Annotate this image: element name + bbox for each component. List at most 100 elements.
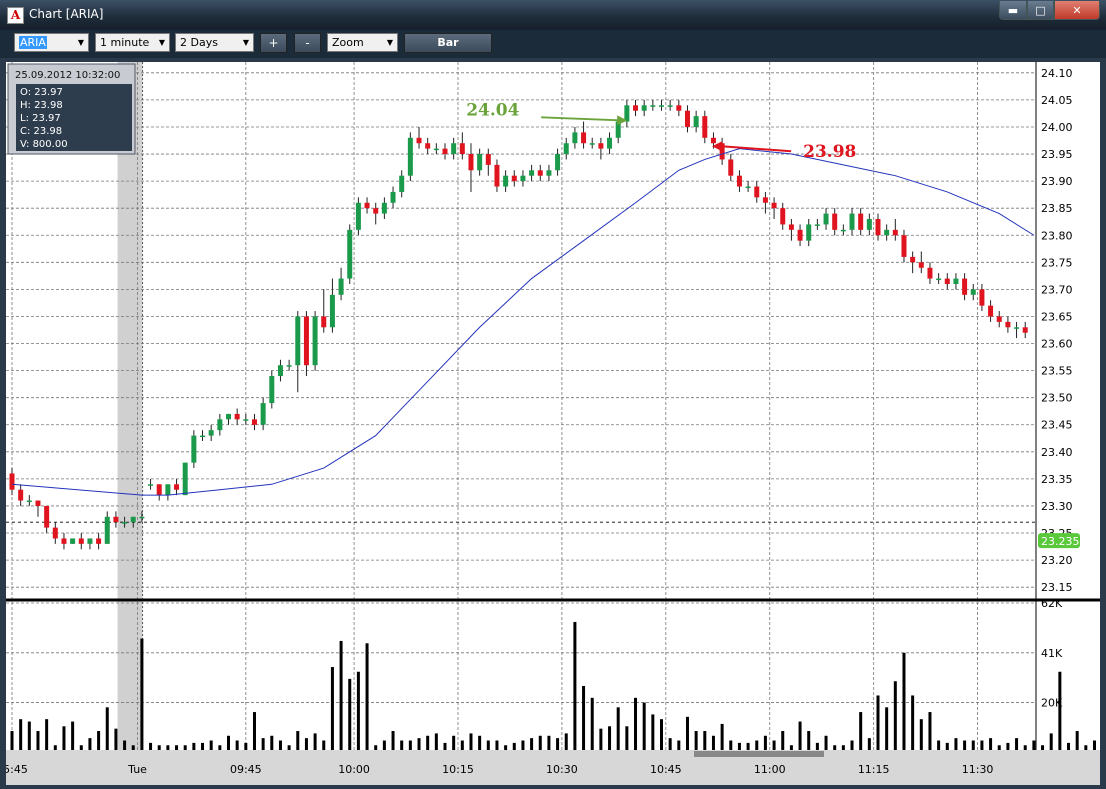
scroll-thumb: [694, 751, 824, 757]
volume-tick-label: 41K: [1041, 647, 1063, 660]
candle-down: [996, 316, 1002, 322]
range-select[interactable]: 2 Days ▼: [175, 33, 254, 52]
volume-bar: [634, 697, 638, 750]
volume-bar: [625, 726, 629, 750]
volume-bar: [504, 745, 508, 750]
candle-down: [771, 202, 777, 209]
chevron-down-icon: ▼: [242, 38, 249, 47]
interval-select[interactable]: 1 minute ▼: [95, 33, 170, 52]
volume-bar: [859, 712, 863, 750]
candle-up: [407, 137, 413, 176]
candle-down: [979, 289, 985, 306]
volume-bar: [867, 738, 871, 750]
candle-down: [754, 186, 760, 198]
candle-down: [858, 213, 864, 230]
volume-bar: [356, 671, 360, 750]
volume-bar: [547, 735, 551, 750]
volume-bar: [651, 714, 655, 750]
chart-area[interactable]: 24.10 24.05 24.00 23.95 23.90 23.85 23.80 23.75…: [6, 62, 1100, 785]
low-annotation-label: 23.98: [803, 142, 856, 162]
volume-bar: [815, 742, 819, 750]
candle-down: [927, 267, 933, 279]
time-tick-label: 10:15: [442, 763, 474, 776]
candle-up: [477, 154, 483, 171]
chart-toolbar: ARIA ▼ 1 minute ▼ 2 Days ▼ + - Zoom ▼ Ba…: [0, 30, 1106, 58]
price-chart[interactable]: 24.10 24.05 24.00 23.95 23.90 23.85 23.80 23.75…: [6, 62, 1100, 785]
symbol-value: ARIA: [19, 36, 47, 49]
time-tick-label: 09:45: [230, 763, 262, 776]
volume-bar: [807, 731, 811, 750]
volume-bar: [608, 726, 612, 750]
candle-down: [468, 154, 474, 171]
candle-down: [174, 484, 180, 490]
volume-bar: [382, 740, 386, 750]
candle-down: [511, 175, 517, 182]
candle-up: [650, 105, 656, 107]
arrowhead-icon: [617, 115, 628, 126]
candle-up: [243, 419, 249, 421]
time-tick-label: 10:00: [338, 763, 370, 776]
candle-up: [615, 121, 621, 138]
candle-up: [563, 143, 569, 155]
volume-bar: [729, 740, 733, 750]
title-bar[interactable]: A Chart [ARIA] ▬ □ ✕: [0, 0, 1106, 30]
candle-down: [736, 175, 742, 187]
symbol-input[interactable]: ARIA ▼: [14, 33, 89, 52]
volume-bar: [36, 731, 40, 750]
minimize-button[interactable]: ▬: [999, 1, 1027, 20]
maximize-button[interactable]: □: [1027, 1, 1054, 20]
ohlc-tooltip: 25.09.2012 10:32:00 O: 23.97 H: 23.98 L: 23…: [7, 63, 136, 155]
price-tick-label: 23.85: [1041, 202, 1073, 215]
tooltip-timestamp: 25.09.2012 10:32:00: [15, 70, 120, 81]
tool-select[interactable]: Zoom ▼: [327, 33, 398, 52]
candle-down: [875, 219, 881, 236]
volume-bar: [19, 719, 23, 750]
candle-down: [78, 538, 84, 544]
candle-down: [364, 202, 370, 209]
volume-bar: [495, 740, 499, 750]
volume-bar: [720, 723, 724, 750]
volume-bar: [1006, 742, 1010, 750]
candle-down: [156, 484, 162, 496]
close-button[interactable]: ✕: [1054, 1, 1100, 20]
volume-bar: [573, 621, 577, 750]
candle-down: [494, 164, 500, 187]
candle-down: [719, 143, 725, 160]
volume-bar: [781, 731, 785, 750]
volume-bar: [270, 735, 274, 750]
candle-down: [988, 305, 994, 317]
volume-bar: [928, 712, 932, 750]
candle-up: [148, 484, 154, 486]
candle-down: [425, 143, 431, 149]
candle-up: [260, 403, 266, 425]
volume-bar: [893, 681, 897, 750]
volume-bar: [530, 738, 534, 750]
volume-bar: [227, 735, 230, 750]
candle-up: [745, 186, 751, 189]
session-break-band: [117, 62, 143, 750]
candle-up: [529, 170, 535, 176]
candle-up: [165, 484, 171, 496]
volume-bar: [426, 735, 430, 750]
volume-bar: [486, 740, 490, 750]
volume-bar: [1067, 742, 1071, 750]
candle-up: [555, 154, 561, 171]
volume-bar: [218, 745, 222, 750]
volume-bar: [114, 728, 118, 750]
price-tick-label: 23.50: [1041, 392, 1073, 405]
time-tick-label: 11:00: [754, 763, 786, 776]
zoom-out-button[interactable]: -: [294, 33, 321, 53]
volume-bar: [660, 719, 663, 750]
volume-bar: [261, 738, 265, 750]
volume-bar: [166, 745, 170, 750]
candle-up: [286, 365, 292, 367]
candle-down: [762, 197, 768, 203]
volume-bar: [954, 738, 958, 750]
chart-style-button[interactable]: Bar: [404, 33, 492, 53]
candle-up: [70, 538, 76, 544]
candle-up: [312, 316, 318, 366]
price-tick-label: 24.05: [1041, 94, 1073, 107]
volume-bar: [521, 740, 525, 750]
zoom-in-button[interactable]: +: [260, 33, 287, 53]
tooltip-open: O: 23.97: [20, 87, 63, 98]
